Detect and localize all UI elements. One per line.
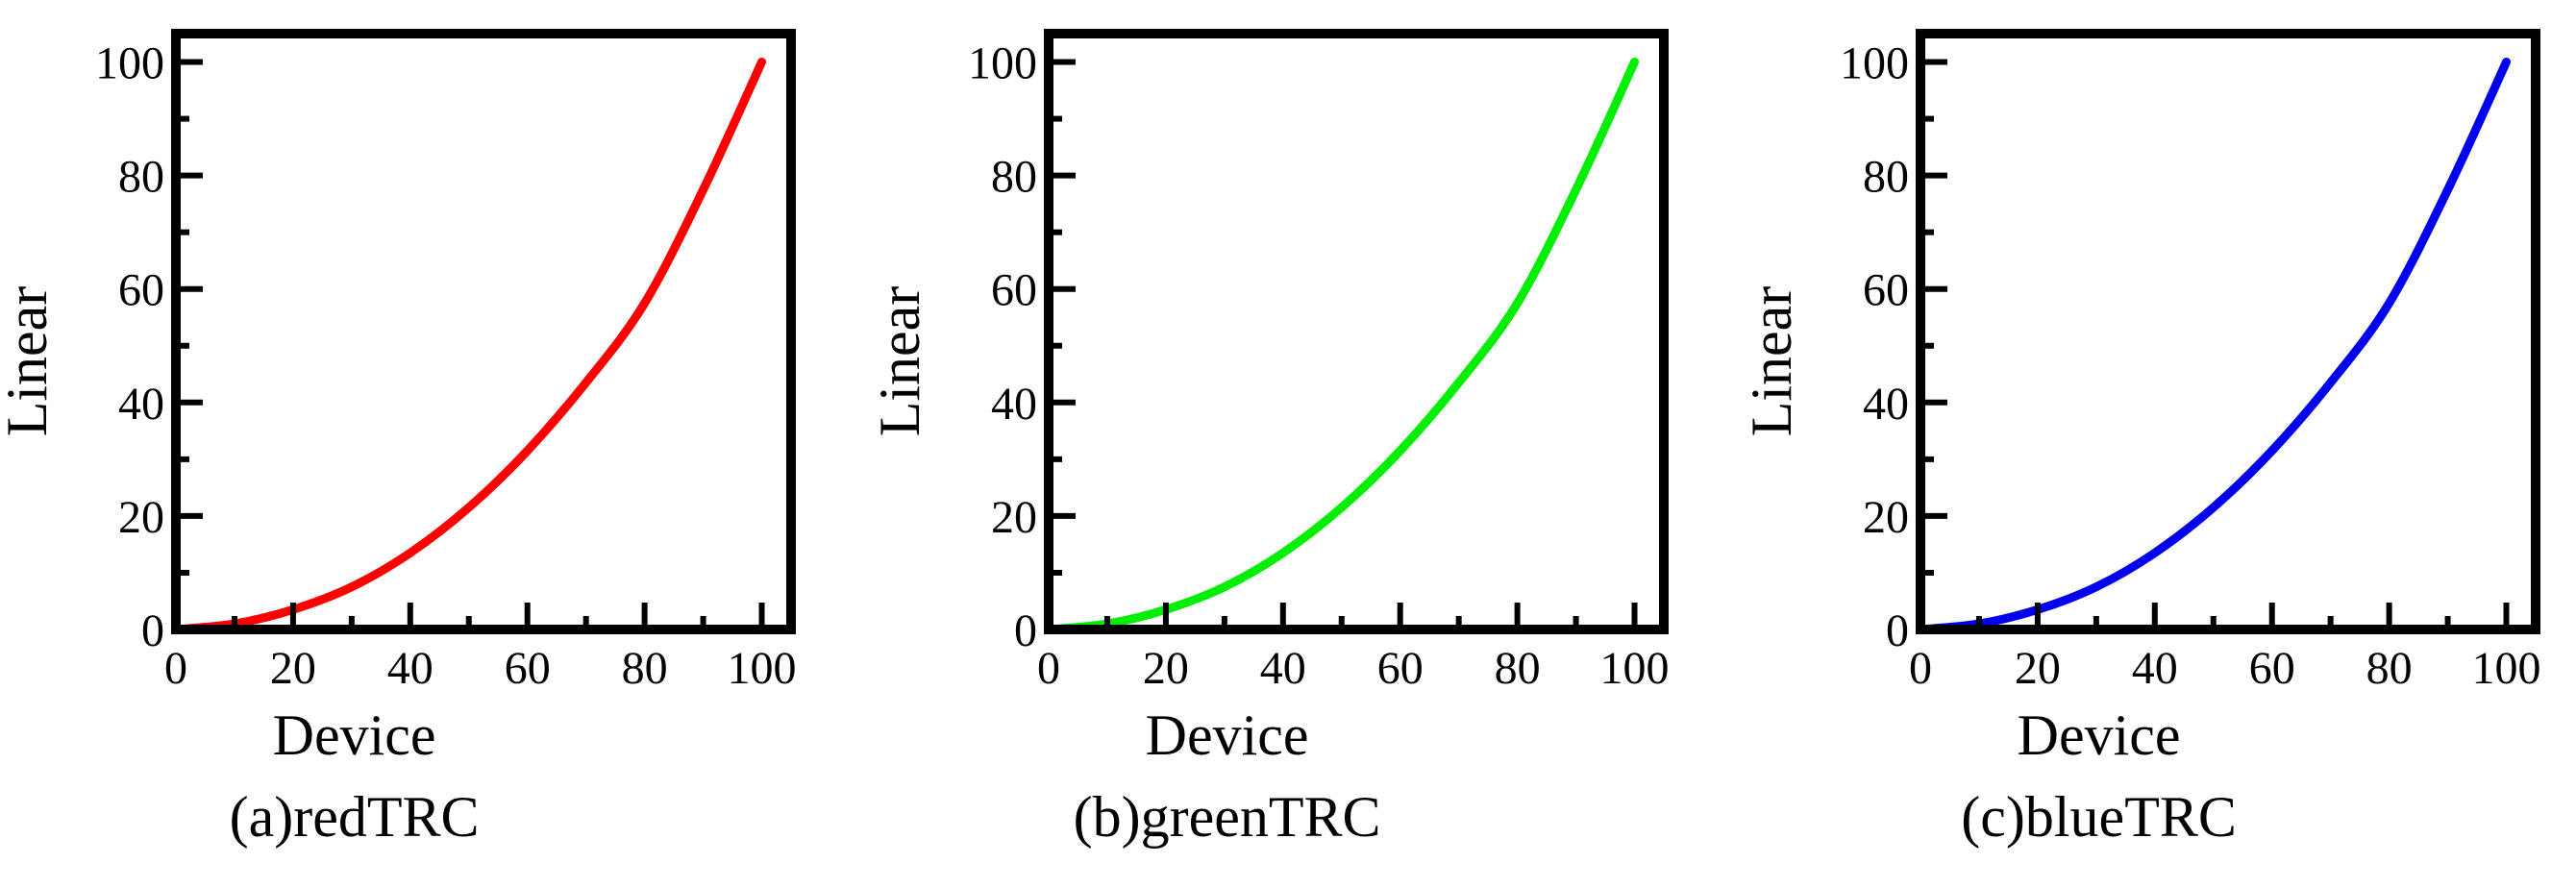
x-tick-label: 40 [2132,643,2178,694]
x-tick-label: 40 [387,643,433,694]
plot-frame [1044,29,1669,634]
x-tick-label: 80 [2366,643,2413,694]
y-axis-label: Linear [868,286,931,437]
axis-ticks [1046,59,1638,632]
chart-panel-green-trc: 0 20 40 60 80 100 0 20 40 60 80 100 Device Linear (b)g… [868,29,1670,849]
x-tick-label: 20 [2015,643,2061,694]
x-axis-label: Device [1146,703,1309,767]
y-tick-label: 0 [1886,605,1909,656]
y-tick-label: 60 [991,265,1037,316]
series-line-c-bluetrc [1916,58,2511,634]
series-line-a-redtrc [171,58,766,634]
chart-caption: (a)redTRC [230,785,480,849]
plot-frame [1916,29,2540,634]
x-tick-label: 100 [1600,643,1670,694]
y-tick-label: 60 [118,265,164,316]
y-tick-label: 40 [991,379,1037,430]
x-tick-label: 60 [505,643,551,694]
series-line-b-greentrc [1044,58,1639,634]
chart-panel-red-trc: 0 20 40 60 80 100 0 20 40 60 80 100 Device Linear (a)r… [0,29,797,849]
y-tick-label: 40 [1863,379,1909,430]
x-tick-label: 0 [164,643,187,694]
x-tick-label: 20 [1143,643,1189,694]
x-tick-label: 60 [1377,643,1424,694]
y-axis-label: Linear [0,286,59,437]
x-tick-label: 0 [1037,643,1060,694]
x-tick-label: 100 [2472,643,2541,694]
axis-ticks [173,59,765,632]
y-tick-label: 40 [118,379,164,430]
x-axis-label: Device [2018,703,2181,767]
y-tick-label: 80 [991,152,1037,203]
x-tick-label: 80 [1495,643,1541,694]
y-tick-label: 0 [1014,605,1037,656]
x-tick-label: 60 [2249,643,2295,694]
y-tick-label: 100 [968,38,1037,89]
x-tick-label: 40 [1260,643,1306,694]
x-tick-label: 0 [1909,643,1932,694]
y-axis-label: Linear [1740,286,1803,437]
y-tick-label: 80 [1863,152,1909,203]
y-tick-label: 100 [95,38,164,89]
x-axis-label: Device [273,703,436,767]
y-tick-label: 20 [1863,492,1909,543]
y-tick-label: 0 [141,605,164,656]
plot-frame [171,29,796,634]
y-tick-label: 60 [1863,265,1909,316]
x-tick-label: 20 [270,643,316,694]
y-tick-label: 20 [118,492,164,543]
y-tick-label: 20 [991,492,1037,543]
x-tick-label: 80 [622,643,668,694]
x-tick-label: 100 [728,643,797,694]
chart-caption: (b)greenTRC [1074,785,1381,849]
axis-ticks [1918,59,2510,632]
y-tick-label: 100 [1840,38,1909,89]
chart-panel-blue-trc: 0 20 40 60 80 100 0 20 40 60 80 100 Device Linear (c)b… [1740,29,2541,849]
y-tick-label: 80 [118,152,164,203]
chart-caption: (c)blueTRC [1961,785,2237,849]
